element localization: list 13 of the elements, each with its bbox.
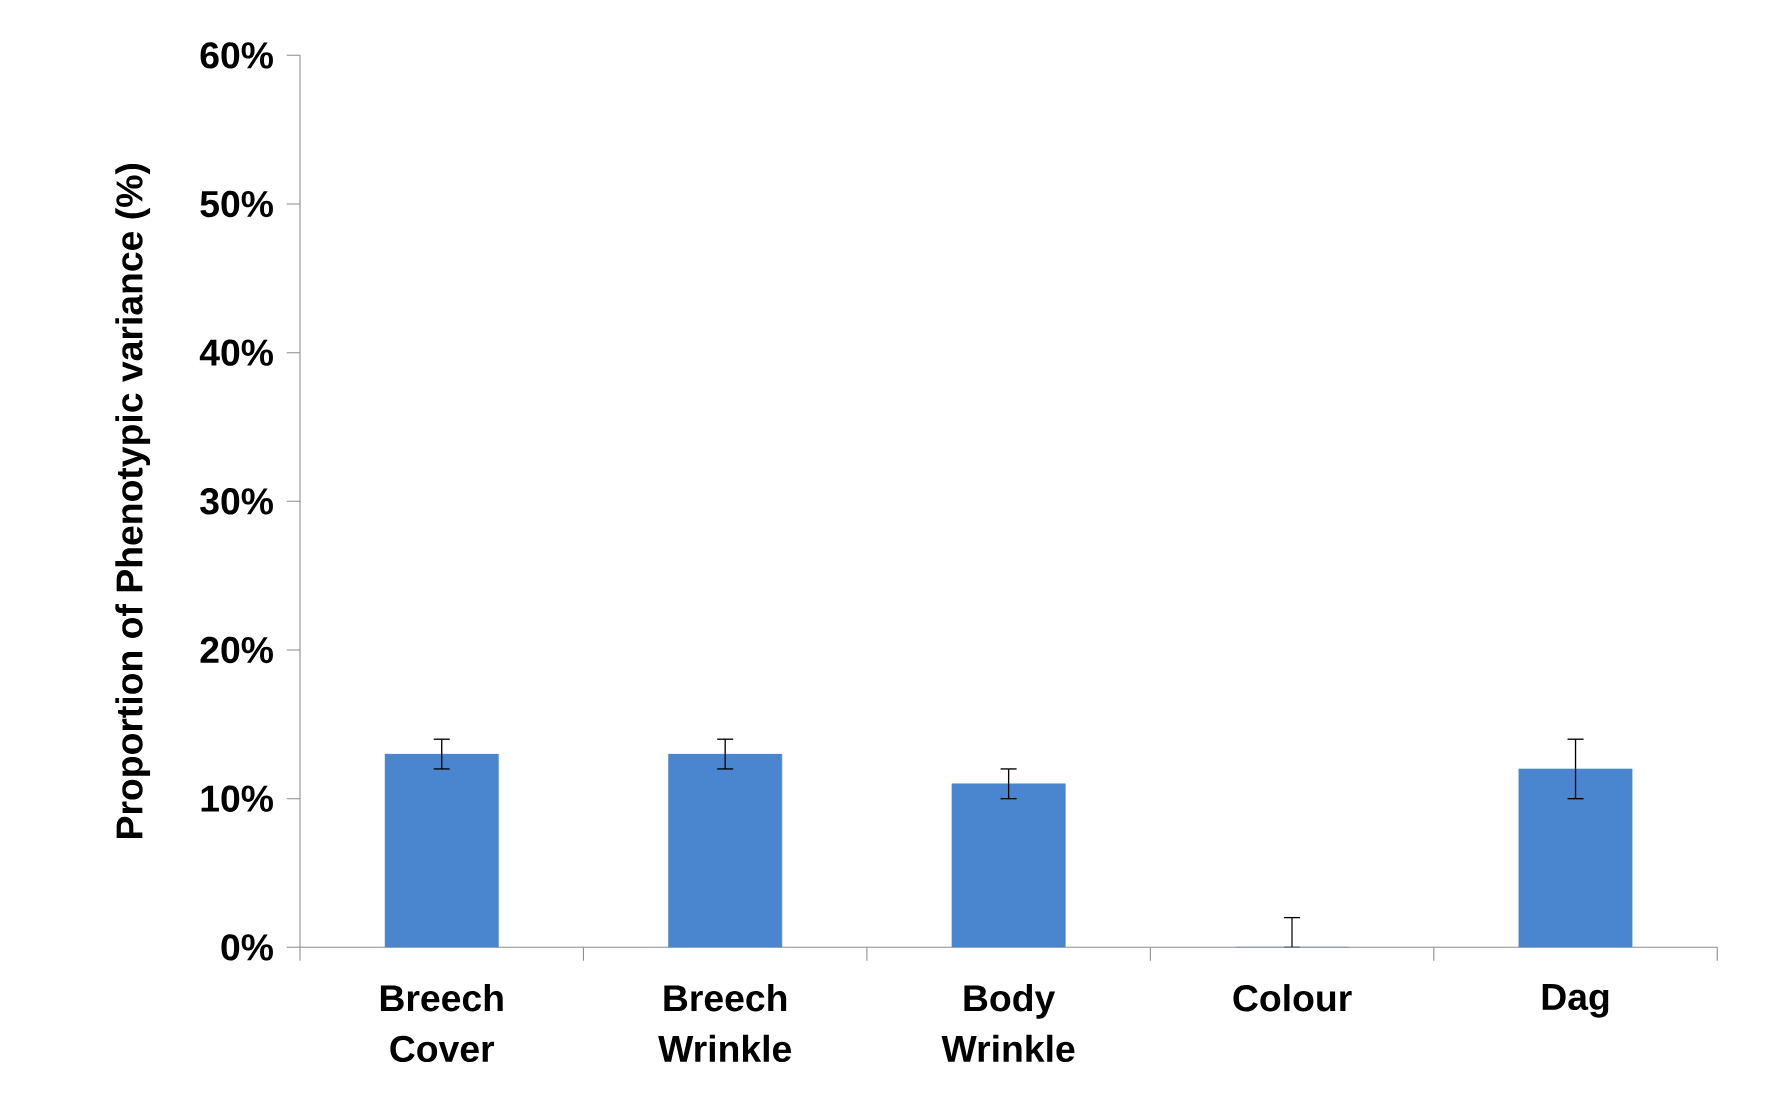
y-tick-label: 30% [200, 488, 273, 515]
y-tick-label: 60% [200, 42, 273, 69]
x-tick-label: Body Wrinkle [941, 984, 1075, 1063]
y-tick-label: 40% [199, 339, 273, 366]
y-tick-label: 0% [221, 934, 273, 961]
y-tick-label: 10% [201, 785, 273, 812]
x-tick-label: Breech Cover [380, 984, 503, 1063]
x-tick-label: Breech Wrinkle [658, 984, 792, 1063]
y-axis-title: Proportion of Phenotypic variance (%) [115, 164, 151, 838]
y-tick-label: 20% [200, 636, 273, 664]
x-tick-label: Dag [1542, 984, 1609, 1018]
x-tick-label: Colour [1233, 984, 1352, 1012]
y-tick-label: 50% [200, 190, 273, 218]
